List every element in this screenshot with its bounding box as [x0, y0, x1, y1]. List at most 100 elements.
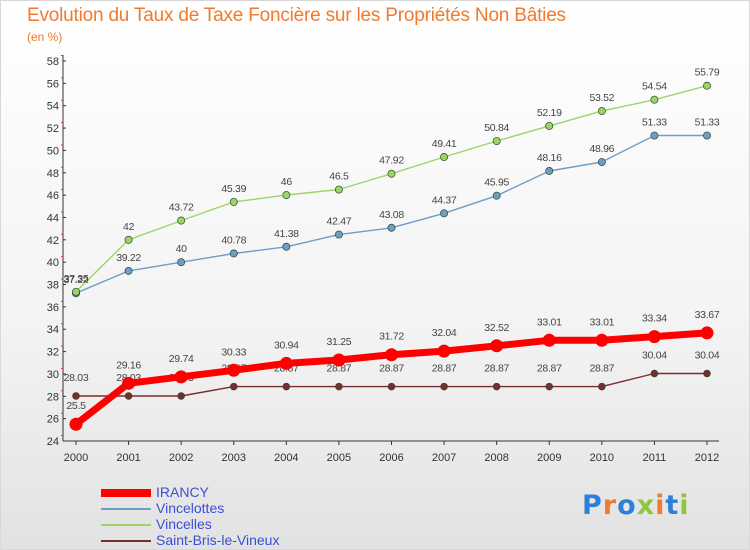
- proxiti-logo: Proxiti: [582, 490, 690, 521]
- y-tick-label: 36: [47, 302, 59, 314]
- data-point-irancy: [385, 348, 398, 362]
- data-point-irancy: [69, 417, 83, 431]
- data-point-vincelottes: [440, 209, 449, 218]
- data-point-irancy: [227, 363, 241, 377]
- logo-letter: t: [665, 490, 680, 521]
- data-label-saint-bris-le-vineux: 28.87: [327, 363, 352, 375]
- x-tick-label: 2007: [432, 452, 456, 464]
- data-label-vincelles: 47.92: [379, 155, 404, 167]
- data-point-irancy: [647, 330, 661, 344]
- data-label-irancy: 32.52: [484, 322, 509, 334]
- x-tick-label: 2002: [169, 452, 193, 464]
- data-label-vincelles: 46: [281, 176, 293, 188]
- data-point-saint-bris-le-vineux: [545, 382, 553, 391]
- data-point-saint-bris-le-vineux: [72, 392, 80, 400]
- data-label-saint-bris-le-vineux: 30.04: [695, 349, 720, 361]
- legend-label-vincelottes: Vincelottes: [156, 500, 225, 516]
- data-label-irancy: 32.04: [432, 327, 457, 339]
- x-tick-label: 2005: [327, 452, 351, 464]
- data-point-vincelottes: [650, 131, 659, 140]
- x-tick-label: 2010: [590, 452, 614, 464]
- data-point-saint-bris-le-vineux: [335, 382, 343, 391]
- data-label-vincelles: 45.39: [221, 183, 246, 195]
- data-point-vincelottes: [229, 249, 238, 258]
- y-tick-label: 44: [47, 212, 59, 224]
- chart-unit-label: (en %): [27, 30, 63, 44]
- legend-label-irancy: IRANCY: [156, 484, 209, 500]
- data-label-vincelottes: 41.38: [274, 228, 299, 240]
- data-point-vincelottes: [334, 230, 343, 239]
- data-label-saint-bris-le-vineux: 28.87: [537, 363, 562, 375]
- x-tick-label: 2012: [695, 452, 719, 464]
- data-point-vincelles: [229, 197, 238, 206]
- legend-swatch-vincelottes: [101, 508, 151, 510]
- data-point-irancy: [122, 376, 136, 390]
- chart-title: Evolution du Taux de Taxe Foncière sur l…: [27, 5, 566, 26]
- data-label-vincelles: 53.52: [589, 92, 614, 104]
- data-point-vincelottes: [545, 167, 554, 175]
- data-point-irancy: [595, 333, 609, 347]
- data-point-vincelottes: [124, 266, 133, 275]
- data-label-irancy: 29.16: [116, 359, 141, 371]
- data-label-vincelles: 43.72: [169, 202, 194, 214]
- y-tick-label: 54: [47, 101, 59, 113]
- legend-label-saint-bris-le-vineux: Saint-Bris-le-Vineux: [156, 532, 280, 548]
- data-label-vincelottes: 51.33: [695, 117, 720, 129]
- x-tick-label: 2004: [274, 452, 298, 464]
- data-point-saint-bris-le-vineux: [650, 369, 659, 378]
- data-label-vincelottes: 37.22: [64, 274, 89, 286]
- data-point-irancy: [542, 333, 556, 347]
- legend-item-vincelles: Vincelles: [101, 516, 361, 533]
- data-point-saint-bris-le-vineux: [440, 382, 448, 391]
- logo-letter: r: [602, 490, 618, 521]
- data-label-vincelles: 46.5: [329, 171, 349, 183]
- data-label-vincelottes: 40.78: [221, 234, 246, 246]
- y-tick-label: 50: [47, 145, 59, 157]
- data-point-vincelles: [703, 81, 711, 90]
- data-point-vincelles: [545, 121, 554, 130]
- data-label-vincelles: 55.79: [695, 67, 720, 79]
- legend-swatch-vincelles: [101, 524, 151, 526]
- legend-item-vincelottes: Vincelottes: [101, 500, 361, 517]
- data-point-saint-bris-le-vineux: [282, 382, 291, 391]
- data-label-vincelles: 52.19: [537, 107, 562, 119]
- data-label-vincelottes: 43.08: [379, 209, 404, 221]
- y-tick-label: 24: [47, 436, 59, 448]
- data-label-saint-bris-le-vineux: 30.04: [642, 349, 667, 361]
- data-point-irancy: [279, 356, 293, 370]
- data-label-vincelles: 42: [123, 221, 135, 233]
- data-label-vincelottes: 51.33: [642, 117, 667, 129]
- data-label-irancy: 31.72: [379, 331, 404, 343]
- data-label-vincelottes: 39.22: [116, 252, 141, 264]
- x-tick-label: 2006: [379, 452, 403, 464]
- legend-item-saint-bris-le-vineux: Saint-Bris-le-Vineux: [101, 532, 361, 549]
- data-label-vincelles: 54.54: [642, 81, 667, 93]
- data-label-irancy: 30.33: [221, 346, 246, 358]
- data-point-vincelles: [334, 185, 343, 194]
- y-tick-label: 30: [47, 369, 59, 381]
- data-point-saint-bris-le-vineux: [387, 382, 396, 391]
- series-line-vincelles: [75, 84, 708, 293]
- data-point-saint-bris-le-vineux: [703, 369, 711, 378]
- logo-letter: x: [636, 490, 656, 521]
- data-point-vincelles: [440, 153, 449, 161]
- y-tick-label: 48: [47, 168, 59, 180]
- data-label-irancy: 25.5: [66, 400, 86, 412]
- data-label-vincelles: 37.35: [64, 273, 89, 285]
- data-point-vincelottes: [177, 258, 186, 267]
- legend-label-vincelles: Vincelles: [156, 516, 212, 532]
- y-tick-label: 32: [47, 347, 59, 359]
- data-label-irancy: 31.25: [327, 336, 352, 348]
- x-tick-label: 2011: [643, 452, 667, 464]
- data-label-vincelottes: 48.16: [537, 152, 562, 164]
- data-label-saint-bris-le-vineux: 28.87: [432, 363, 457, 375]
- data-point-vincelles: [124, 235, 133, 244]
- data-point-vincelles: [177, 216, 186, 225]
- data-label-vincelles: 49.41: [432, 138, 457, 150]
- data-label-irancy: 33.34: [642, 313, 667, 325]
- data-point-irancy: [437, 344, 451, 358]
- data-label-vincelottes: 48.96: [589, 143, 614, 155]
- data-point-vincelles: [387, 169, 396, 178]
- y-tick-label: 42: [47, 235, 59, 247]
- series-line-irancy: [72, 329, 711, 428]
